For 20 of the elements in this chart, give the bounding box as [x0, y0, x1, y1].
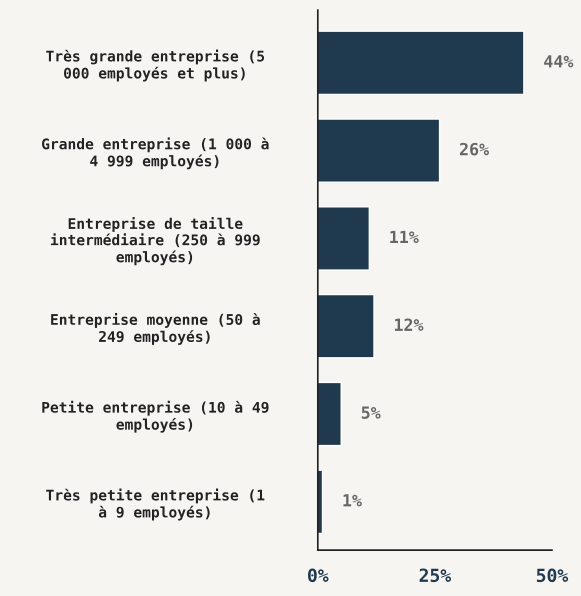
data-label: 11% [390, 230, 419, 244]
y-tick-label: Très grande entreprise (5 000 employés et plus) [46, 50, 264, 82]
x-tick-label: 50% [536, 568, 568, 582]
y-tick-label: Petite entreprise (10 à 49 employés) [42, 400, 269, 433]
data-label: 44% [544, 55, 574, 68]
data-label: 26% [460, 142, 489, 156]
data-label: 5% [362, 406, 381, 419]
x-tick-label: 0% [308, 568, 329, 582]
data-label: 12% [394, 318, 424, 331]
bar [318, 206, 370, 271]
bar [318, 30, 525, 96]
y-tick-label: Grande entreprise (1 000 à 4 999 employés) [42, 137, 269, 170]
y-tick-label: Entreprise de taille intermédiaire (250 à 999 employés) [50, 216, 260, 266]
bar [318, 294, 375, 359]
data-label: 1% [343, 494, 362, 506]
y-tick-label: Très petite entreprise (1 à 9 employés) [46, 488, 264, 520]
x-tick-label: 25% [420, 568, 452, 582]
y-tick-label: Entreprise moyenne (50 à 249 employés) [51, 312, 260, 345]
bar [318, 382, 342, 446]
bar [318, 118, 440, 183]
